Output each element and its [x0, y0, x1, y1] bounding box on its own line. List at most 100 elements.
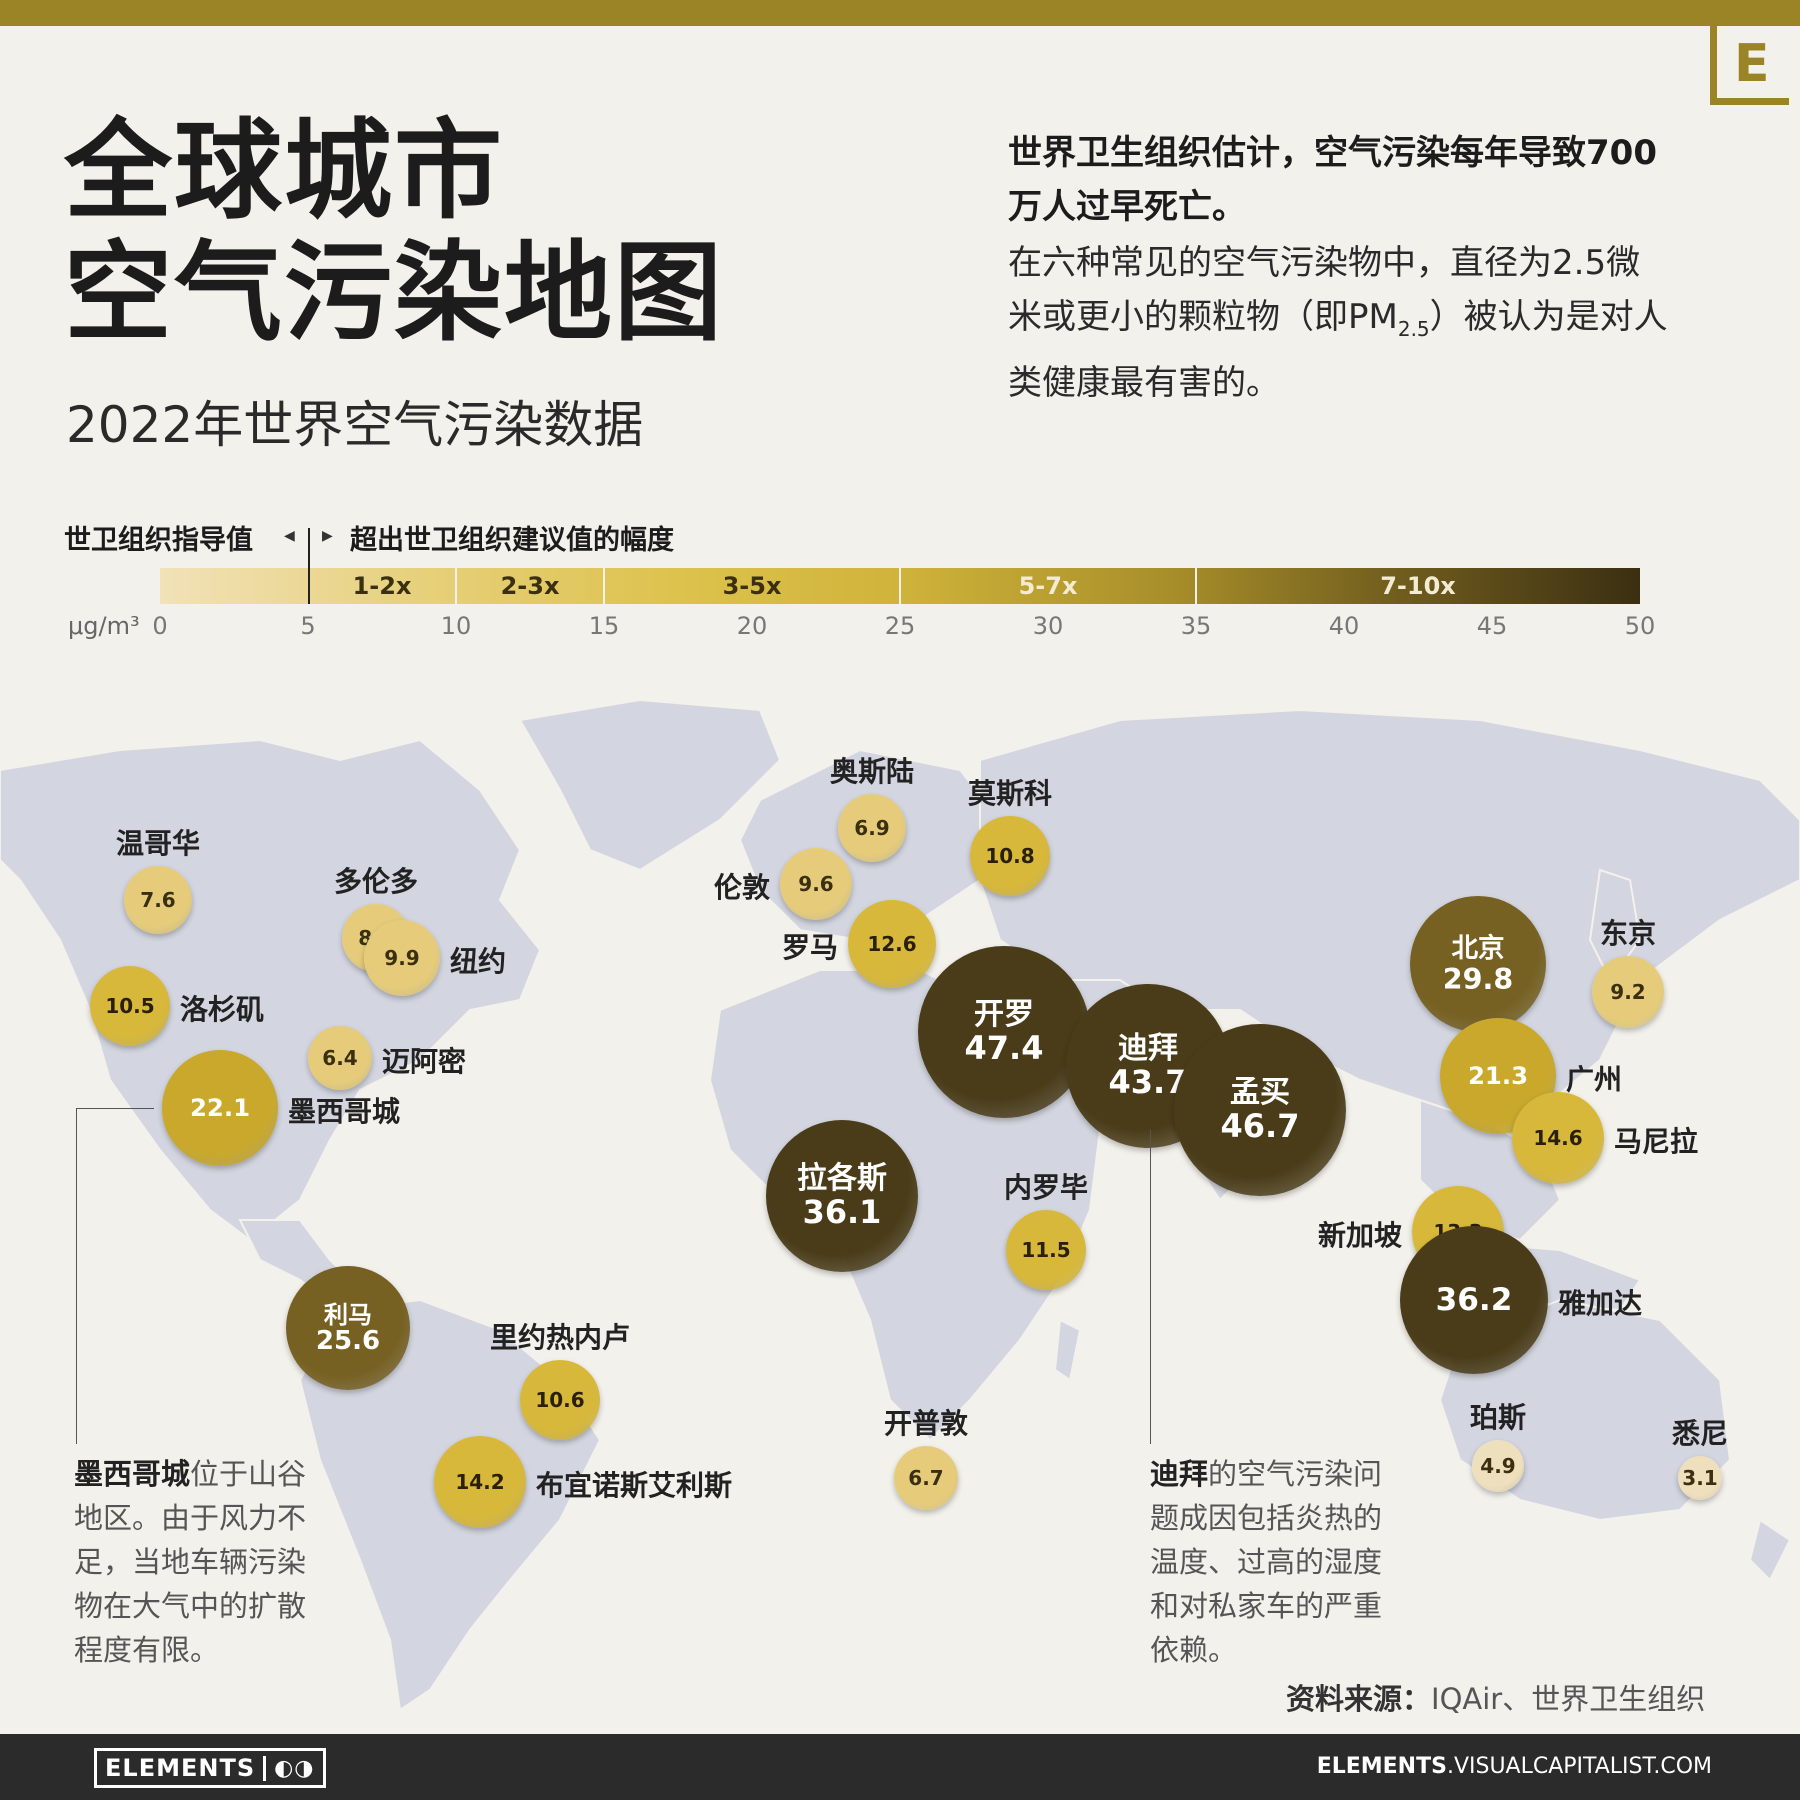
legend-segment: 7-10x [1380, 572, 1456, 600]
city-name: 拉各斯 [797, 1161, 887, 1197]
city-label: 悉尼 [1671, 1417, 1729, 1450]
legend-tick-label: 30 [1032, 612, 1064, 640]
mexico-city-note: 墨西哥城位于山谷地区。由于风力不足，当地车辆污染物在大气中的扩散程度有限。 [74, 1457, 307, 1667]
city-value: 14.6 [1533, 1125, 1583, 1150]
city-label: 伦敦 [713, 871, 770, 904]
city-value: 36.1 [802, 1193, 882, 1232]
intro-text: 在六种常见的空气污染物中，直径为2.5微米或更小的颗粒物（即PM2.5）被认为是… [1008, 243, 1668, 403]
city-value: 12.6 [867, 931, 917, 956]
brand-logo: E [1710, 26, 1800, 111]
dubai-note: 迪拜的空气污染问题成因包括炎热的温度、过高的湿度和对私家车的严重依赖。 [1150, 1457, 1383, 1667]
city-label: 纽约 [450, 945, 507, 978]
mexico-note-line [76, 1108, 77, 1444]
city-label: 迈阿密 [382, 1045, 467, 1078]
city-bubble: 9.2 [1592, 956, 1664, 1028]
legend-exceed-label: 超出世卫组织建议值的幅度 [350, 525, 674, 556]
legend-tick-label: 45 [1476, 612, 1508, 640]
legend-tick-label: 10 [440, 612, 472, 640]
footer-bar: ELEMENTS ◐◑ ELEMENTS.VISUALCAPITALIST.COM [0, 1734, 1800, 1800]
city-label: 温哥华 [115, 827, 201, 860]
page-title: 全球城市 空气污染地图 [64, 108, 725, 356]
city-name: 利马 [323, 1299, 373, 1329]
city-value: 4.9 [1480, 1453, 1516, 1478]
city-bubble: 开罗 47.4 [918, 946, 1090, 1118]
arrow-left-icon: ◀ [284, 528, 295, 544]
legend-segment: 2-3x [500, 572, 560, 600]
city-value: 11.5 [1021, 1237, 1071, 1262]
city-value: 10.8 [985, 843, 1035, 868]
legend-tick-label: 50 [1624, 612, 1656, 640]
dubai-note-line [1150, 1130, 1151, 1444]
city-value: 6.9 [854, 815, 890, 840]
city-value: 3.1 [1682, 1465, 1718, 1490]
city-label: 罗马 [781, 931, 838, 964]
legend-tick-label: 40 [1328, 612, 1360, 640]
legend-divider [455, 568, 457, 604]
city-bubble: 拉各斯 36.1 [766, 1120, 918, 1272]
source-credit: 资料来源：IQAir、世界卫生组织 [1286, 1682, 1706, 1716]
legend-tick-label: 0 [152, 612, 168, 640]
legend-who-guideline-label: 世卫组织指导值 [64, 525, 253, 556]
city-value: 14.2 [455, 1469, 505, 1494]
city-bubble: 北京 29.8 [1410, 896, 1546, 1032]
city-bubble: 6.9 [838, 794, 906, 862]
top-accent-bar [0, 0, 1800, 26]
city-label: 多伦多 [333, 865, 419, 898]
city-bubble: 6.4 [308, 1026, 372, 1090]
brand-mark-icon: ◐◑ [263, 1755, 314, 1781]
city-bubble: 14.6 [1512, 1092, 1604, 1184]
city-label: 里约热内卢 [489, 1321, 631, 1354]
city-bubble: 6.7 [894, 1446, 958, 1510]
city-bubble: 36.2 [1400, 1226, 1548, 1374]
arrow-right-icon: ▶ [322, 528, 333, 544]
city-bubble: 3.1 [1678, 1456, 1722, 1500]
footer-url[interactable]: ELEMENTS.VISUALCAPITALIST.COM [1316, 1754, 1712, 1779]
city-name: 北京 [1451, 932, 1505, 964]
city-value: 47.4 [964, 1029, 1044, 1068]
city-value: 25.6 [315, 1326, 381, 1357]
legend-unit: μg/m³ [68, 612, 140, 640]
city-value: 7.6 [140, 887, 176, 912]
city-bubble: 22.1 [162, 1050, 278, 1166]
city-label: 雅加达 [1558, 1287, 1643, 1320]
mexico-note-connector [76, 1108, 154, 1109]
city-value: 9.2 [1610, 979, 1646, 1004]
city-label: 墨西哥城 [288, 1095, 401, 1128]
legend-divider [899, 568, 901, 604]
city-value: 36.2 [1435, 1281, 1513, 1318]
city-label: 布宜诺斯艾利斯 [536, 1469, 733, 1502]
city-bubble: 7.6 [124, 866, 192, 934]
city-bubble: 14.2 [434, 1436, 526, 1528]
city-value: 10.6 [535, 1387, 585, 1412]
city-value: 43.7 [1108, 1063, 1188, 1102]
city-value: 6.4 [322, 1045, 358, 1070]
city-value: 21.3 [1467, 1061, 1529, 1091]
city-label: 开普敦 [883, 1407, 969, 1440]
legend-tick-label: 5 [300, 612, 316, 640]
legend-divider [603, 568, 605, 604]
legend-segment: 1-2x [352, 572, 412, 600]
city-value: 29.8 [1442, 962, 1514, 997]
city-name: 孟买 [1230, 1074, 1290, 1110]
legend-tick-label: 25 [884, 612, 916, 640]
city-value: 46.7 [1220, 1107, 1300, 1146]
city-label: 莫斯科 [967, 777, 1053, 810]
city-value: 6.7 [908, 1465, 944, 1490]
city-label: 内罗毕 [1003, 1171, 1089, 1204]
city-value: 9.6 [798, 871, 834, 896]
city-bubble: 11.5 [1006, 1210, 1086, 1290]
legend-guideline-marker [308, 528, 310, 604]
city-bubble: 12.6 [848, 900, 936, 988]
city-label: 珀斯 [1469, 1401, 1527, 1434]
legend-divider [1195, 568, 1197, 604]
legend-tick-label: 15 [588, 612, 620, 640]
city-bubble: 10.8 [970, 816, 1050, 896]
city-value: 22.1 [189, 1093, 251, 1123]
legend-tick-label: 20 [736, 612, 768, 640]
city-value: 10.5 [105, 993, 155, 1018]
page-subtitle: 2022年世界空气污染数据 [66, 396, 644, 454]
city-bubble: 9.9 [364, 920, 440, 996]
city-label: 奥斯陆 [829, 755, 915, 788]
legend-segment: 3-5x [722, 572, 782, 600]
